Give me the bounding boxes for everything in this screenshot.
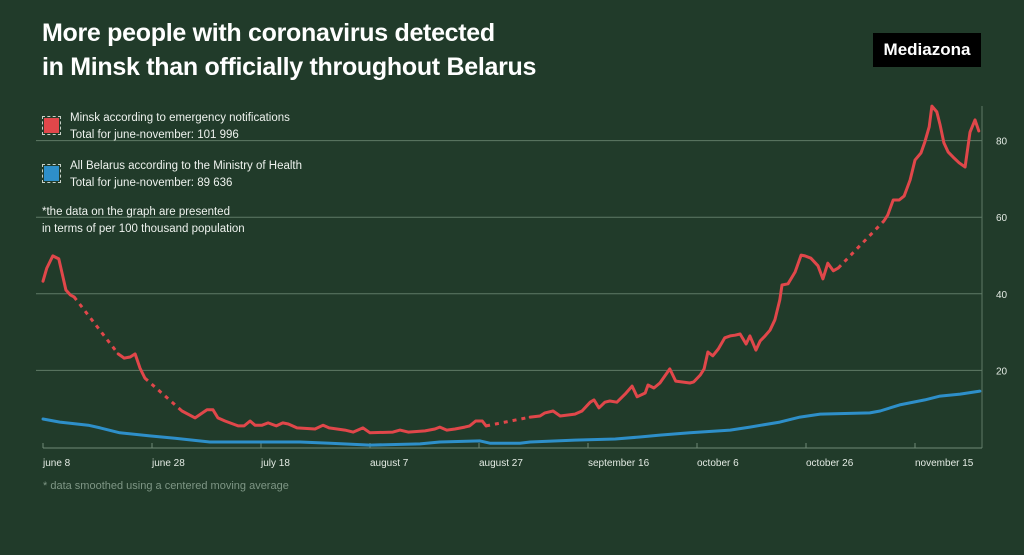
series-belarus (41, 389, 982, 447)
population-note: *the data on the graph are presented in … (42, 204, 302, 238)
minsk-line-dotted-5 (485, 415, 531, 428)
x-tick-label: august 7 (370, 458, 409, 469)
legend-item-belarus: All Belarus according to the Ministry of… (42, 158, 302, 192)
y-tick-label: 60 (996, 213, 1008, 224)
red-swatch-icon (44, 118, 59, 133)
legend-swatch-belarus (42, 164, 61, 183)
minsk-line-solid-0 (41, 254, 76, 299)
y-tick-label: 20 (996, 366, 1008, 377)
title-line-2: in Minsk than officially throughout Bela… (42, 53, 537, 81)
mediazona-logo: Mediazona (873, 33, 981, 67)
x-tick-label: october 26 (806, 458, 854, 469)
x-tick-label: july 18 (260, 458, 290, 469)
x-tick-label: june 8 (42, 458, 71, 469)
smoothing-footnote: * data smoothed using a centered moving … (43, 480, 289, 492)
chart-title: More people with coronavirus detected in… (42, 16, 536, 84)
series-minsk (41, 104, 981, 435)
legend-swatch-minsk (42, 116, 61, 135)
belarus-line-solid-0 (41, 389, 982, 447)
legend-label-belarus: All Belarus according to the Ministry of… (70, 160, 303, 172)
y-tick-label: 40 (996, 290, 1008, 301)
note-line-2: in terms of per 100 thousand population (42, 223, 245, 235)
minsk-line-dotted-3 (143, 376, 183, 413)
legend: Minsk according to emergency notificatio… (42, 110, 302, 238)
legend-label-minsk: Minsk according to emergency notificatio… (70, 112, 290, 124)
minsk-line-solid-2 (116, 352, 147, 380)
title-line-1: More people with coronavirus detected (42, 19, 495, 47)
x-tick-label: october 6 (697, 458, 739, 469)
legend-item-minsk: Minsk according to emergency notificatio… (42, 110, 302, 144)
blue-swatch-icon (44, 166, 59, 181)
legend-total-belarus: Total for june-november: 89 636 (70, 177, 233, 189)
minsk-line-solid-8 (882, 104, 981, 223)
minsk-line-solid-6 (528, 253, 840, 419)
minsk-line-dotted-1 (72, 295, 120, 355)
x-tick-label: june 28 (151, 458, 185, 469)
x-tick-label: august 27 (479, 458, 523, 469)
minsk-line-solid-4 (180, 408, 488, 435)
minsk-line-dotted-7 (837, 219, 885, 270)
x-tick-label: november 15 (915, 458, 974, 469)
legend-total-minsk: Total for june-november: 101 996 (70, 129, 239, 141)
note-line-1: *the data on the graph are presented (42, 206, 230, 218)
y-tick-label: 80 (996, 137, 1008, 148)
x-tick-label: september 16 (588, 458, 650, 469)
